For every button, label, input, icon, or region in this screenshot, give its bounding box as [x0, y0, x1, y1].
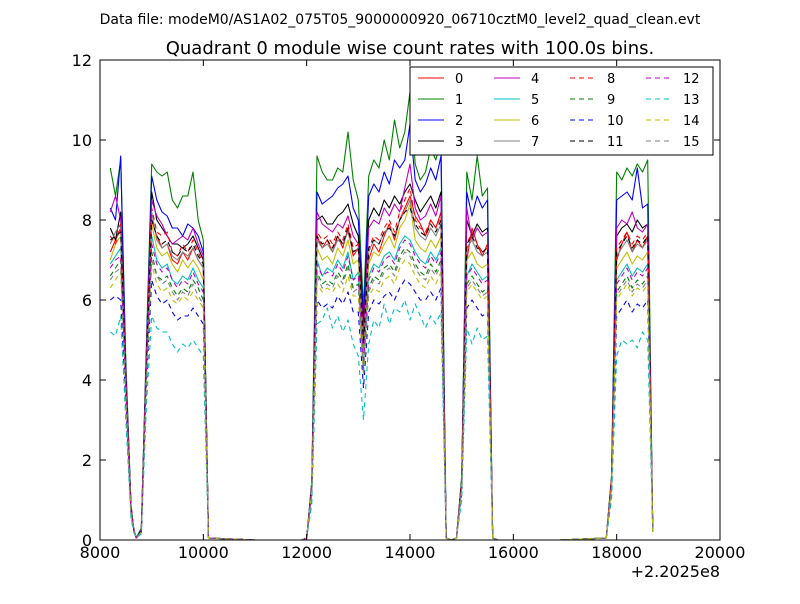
legend-label-1: 1: [455, 93, 463, 108]
legend-label-11: 11: [607, 135, 624, 150]
legend-label-12: 12: [683, 72, 700, 87]
legend-label-3: 3: [455, 135, 463, 150]
series-line-13: [109, 299, 654, 540]
series-line-10: [109, 279, 654, 540]
x-tick-label: 14000: [385, 543, 436, 562]
legend-label-14: 14: [683, 114, 700, 129]
series-line-12: [109, 239, 654, 540]
legend-label-0: 0: [455, 72, 463, 87]
y-tick-label: 6: [82, 291, 92, 310]
y-tick-label: 0: [82, 531, 92, 550]
series-line-0: [109, 195, 654, 540]
chart-title: Quadrant 0 module wise count rates with …: [166, 38, 655, 59]
series-line-8: [109, 187, 654, 540]
series-line-6: [109, 203, 654, 540]
legend-label-4: 4: [531, 72, 539, 87]
series-line-14: [109, 259, 654, 540]
legend-label-7: 7: [531, 135, 539, 150]
legend-label-10: 10: [607, 114, 624, 129]
series-line-15: [109, 251, 654, 540]
series-layer: [109, 91, 654, 540]
ticks-layer: 8000 10000 12000 14000 16000 18000 20000 0 2 4 6 8 1…: [72, 51, 746, 562]
figure-suptitle: Data file: modeM0/AS1A02_075T05_90000009…: [100, 12, 701, 28]
legend-label-8: 8: [607, 72, 615, 87]
legend-frame: [409, 66, 714, 156]
legend-label-15: 15: [683, 135, 700, 150]
y-tick-label: 10: [72, 131, 92, 150]
x-tick-label: 18000: [591, 543, 642, 562]
series-line-4: [109, 163, 654, 540]
series-line-5: [109, 235, 654, 540]
legend-label-2: 2: [455, 114, 463, 129]
x-tick-label: 20000: [695, 543, 746, 562]
y-tick-label: 2: [82, 451, 92, 470]
series-line-9: [109, 247, 654, 540]
x-tick-label: 12000: [281, 543, 332, 562]
series-line-11: [109, 207, 654, 540]
x-tick-label: 16000: [488, 543, 539, 562]
x-tick-label: 8000: [80, 543, 121, 562]
x-tick-label: 10000: [178, 543, 229, 562]
x-offset-label: +2.2025e8: [631, 562, 720, 581]
legend-label-6: 6: [531, 114, 539, 129]
y-tick-label: 12: [72, 51, 92, 70]
series-line-2: [109, 123, 654, 540]
y-tick-label: 4: [82, 371, 92, 390]
series-line-1: [109, 91, 654, 540]
legend-label-5: 5: [531, 93, 539, 108]
legend-label-9: 9: [607, 93, 615, 108]
y-tick-label: 8: [82, 211, 92, 230]
legend-label-13: 13: [683, 93, 700, 108]
